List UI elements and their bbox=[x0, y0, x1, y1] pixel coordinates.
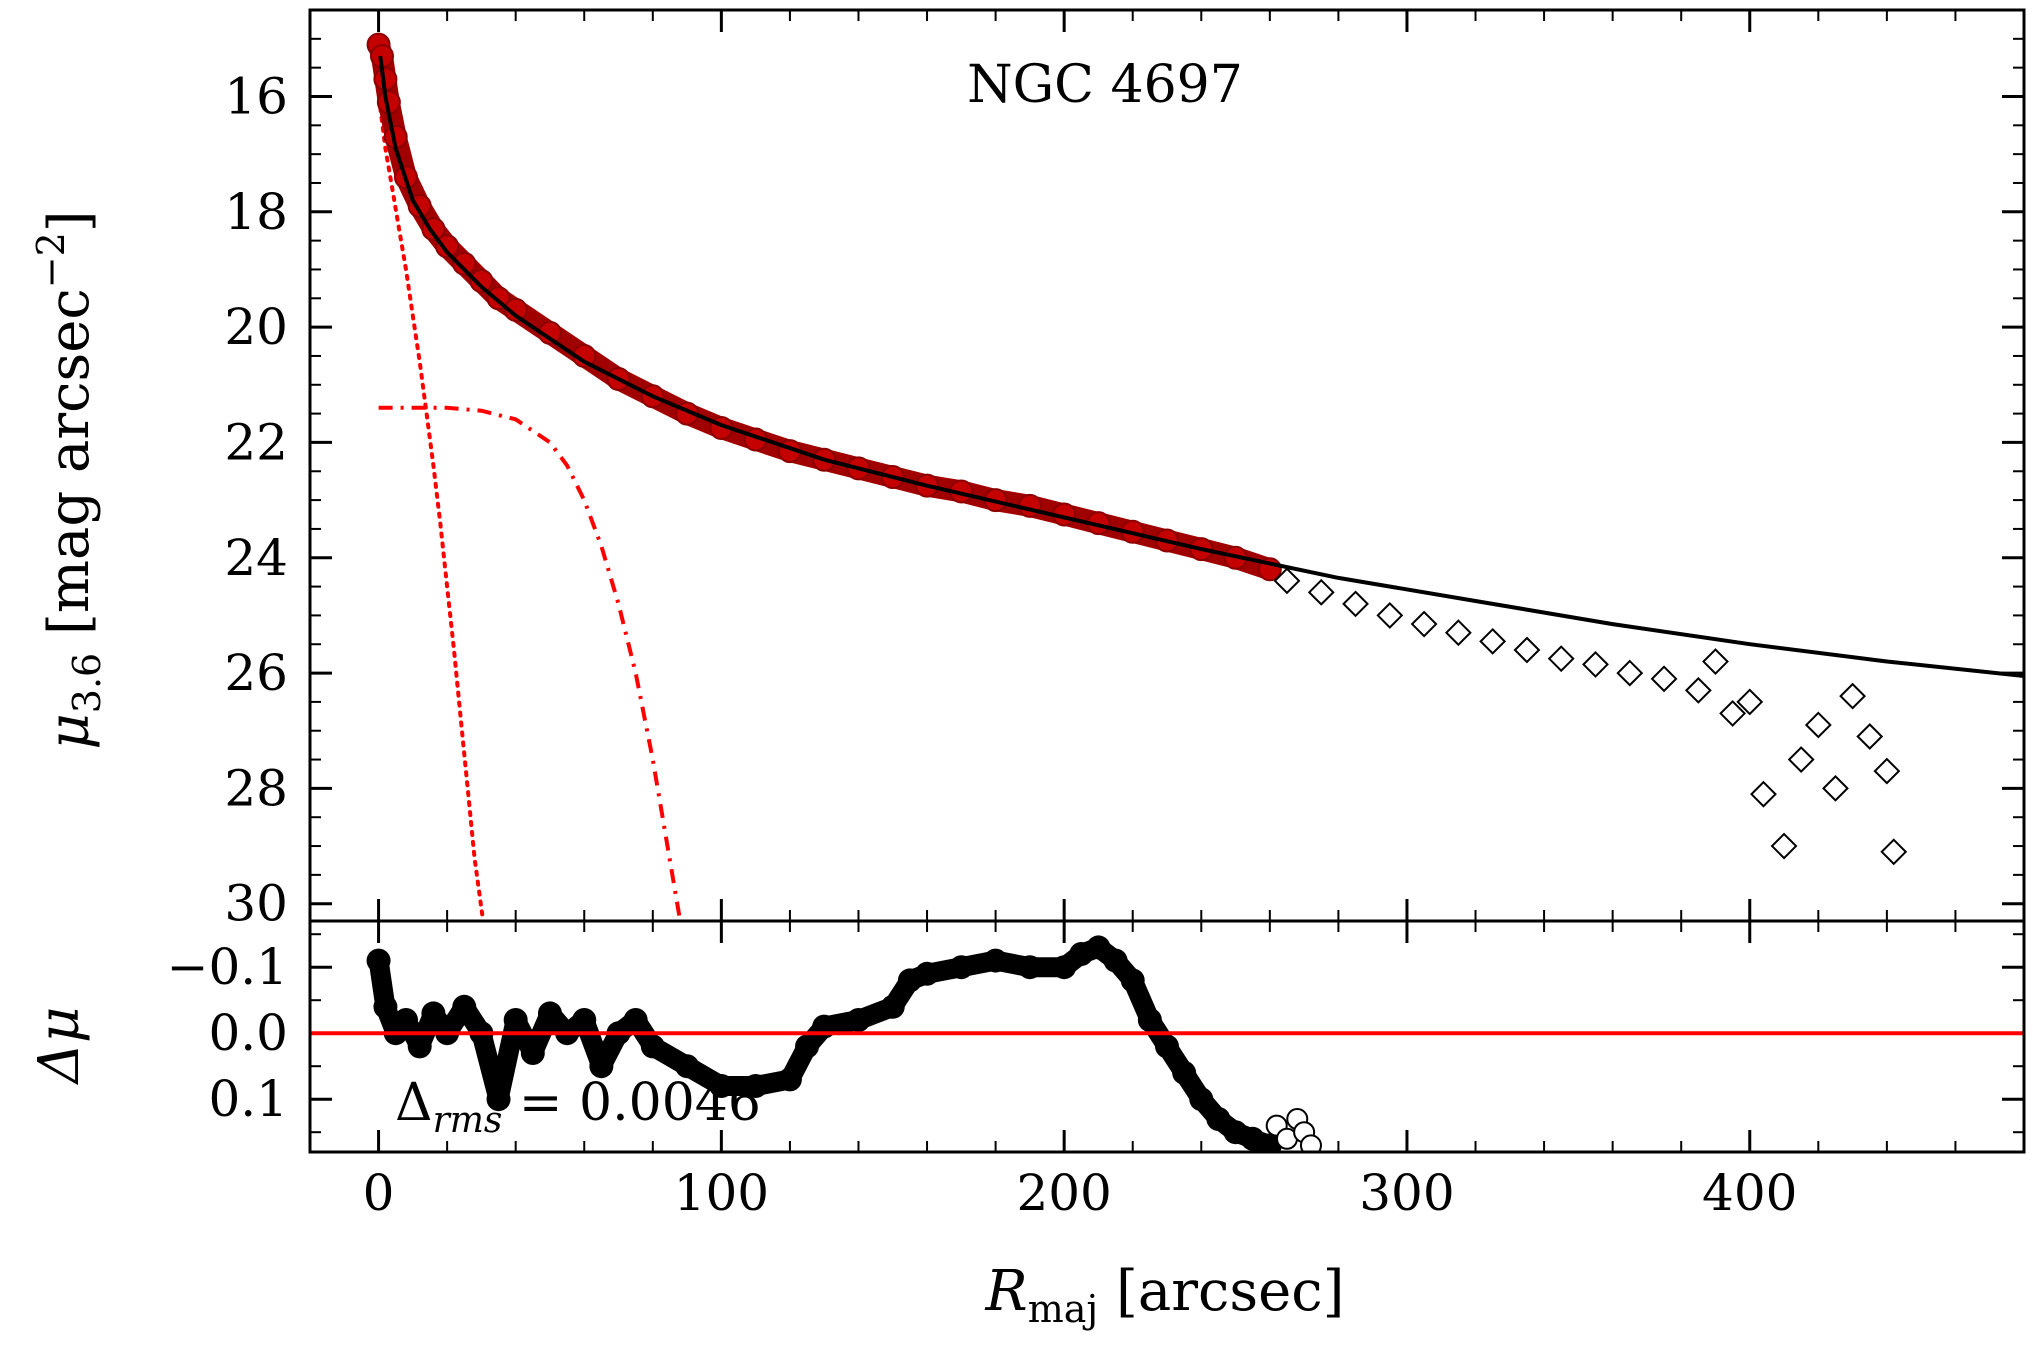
residual-point bbox=[1018, 955, 1042, 979]
excluded-data-point bbox=[1686, 678, 1710, 702]
excluded-data-point bbox=[1806, 713, 1830, 737]
excluded-data-point bbox=[1618, 661, 1642, 685]
excluded-data-point bbox=[1882, 840, 1906, 864]
rms-annotation: Δrms = 0.0046 bbox=[395, 1073, 761, 1141]
residual-point bbox=[949, 955, 973, 979]
residual-point bbox=[1104, 949, 1128, 973]
rms-subscript: rms bbox=[433, 1100, 503, 1141]
y-axis-units: [mag arcsec bbox=[37, 288, 102, 653]
figure: 16 18 20 22 24 26 28 30 NGC 4697 μ3.6 [mag arcs… bbox=[0, 0, 2033, 1346]
excluded-data-point bbox=[1378, 603, 1402, 627]
y-axis-subscript: 3.6 bbox=[65, 653, 109, 713]
x-axis-subscript: maj bbox=[1028, 1287, 1098, 1331]
residual-point bbox=[1172, 1061, 1196, 1085]
excluded-data-point bbox=[1772, 834, 1796, 858]
residual-point bbox=[795, 1034, 819, 1058]
excluded-data-point bbox=[1584, 652, 1608, 676]
x-axis-units: [arcsec] bbox=[1098, 1259, 1344, 1324]
xtick-label: 200 bbox=[1016, 1164, 1111, 1222]
residual-ytick-labels: −0.1 0.0 0.1 bbox=[167, 938, 288, 1128]
profile-ytick-label: 22 bbox=[224, 413, 288, 471]
excluded-data-point bbox=[1549, 647, 1573, 671]
x-tick-labels: 0 100 200 300 400 bbox=[363, 1164, 1798, 1222]
excluded-data-point bbox=[1515, 638, 1539, 662]
residual-point bbox=[373, 995, 397, 1019]
residual-point bbox=[394, 1008, 418, 1032]
profile-ytick-label: 24 bbox=[224, 529, 288, 587]
profile-model-line bbox=[380, 56, 2024, 676]
xtick-label: 0 bbox=[363, 1164, 395, 1222]
residual-point bbox=[846, 1008, 870, 1032]
residual-point bbox=[915, 962, 939, 986]
profile-ytick-label: 26 bbox=[224, 644, 288, 702]
profile-ytick-label: 20 bbox=[224, 298, 288, 356]
residual-point bbox=[1155, 1034, 1179, 1058]
rms-symbol: Δ bbox=[395, 1073, 433, 1133]
profile-points bbox=[368, 34, 1906, 864]
profile-ytick-label: 16 bbox=[224, 67, 288, 125]
excluded-data-point bbox=[1875, 759, 1899, 783]
y-axis-symbol: μ bbox=[37, 713, 102, 749]
residual-point bbox=[367, 949, 391, 973]
residual-point bbox=[572, 1008, 596, 1032]
profile-ytick-label: 30 bbox=[224, 875, 288, 933]
excluded-data-point bbox=[1823, 776, 1847, 800]
excluded-data-point bbox=[1789, 748, 1813, 772]
y-axis-title: μ3.6 [mag arcsec−2] bbox=[29, 210, 109, 749]
profile-ytick-labels: 16 18 20 22 24 26 28 30 bbox=[224, 67, 288, 932]
residual-point bbox=[408, 1034, 432, 1058]
residual-point bbox=[504, 1008, 528, 1032]
residual-point bbox=[1121, 968, 1145, 992]
excluded-data-point bbox=[1652, 667, 1676, 691]
y-axis-close: ] bbox=[37, 210, 102, 232]
residual-point bbox=[421, 1001, 445, 1025]
residual-point bbox=[881, 995, 905, 1019]
xtick-label: 300 bbox=[1359, 1164, 1454, 1222]
residual-y-axis-title: Δμ bbox=[27, 1007, 92, 1086]
profile-ytick-label: 18 bbox=[224, 183, 288, 241]
y-axis-exponent: −2 bbox=[29, 232, 73, 288]
excluded-data-point bbox=[1481, 629, 1505, 653]
residual-point bbox=[452, 995, 476, 1019]
xtick-label: 400 bbox=[1702, 1164, 1797, 1222]
x-axis-title: Rmaj [arcsec] bbox=[985, 1259, 1345, 1331]
residual-point bbox=[538, 1001, 562, 1025]
residual-ytick-label: 0.0 bbox=[208, 1004, 288, 1062]
residual-ytick-label: 0.1 bbox=[208, 1070, 288, 1128]
profile-panel: 16 18 20 22 24 26 28 30 NGC 4697 μ3.6 [mag arcs… bbox=[29, 10, 2024, 933]
residual-point bbox=[521, 1041, 545, 1065]
excluded-data-point bbox=[1703, 650, 1727, 674]
profile-ytick-label: 28 bbox=[224, 759, 288, 817]
x-axis-symbol: R bbox=[985, 1259, 1028, 1324]
xtick-label: 100 bbox=[674, 1164, 769, 1222]
excluded-data-point bbox=[1344, 592, 1368, 616]
excluded-data-point bbox=[1751, 782, 1775, 806]
excluded-data-point bbox=[1412, 612, 1436, 636]
plot-title: NGC 4697 bbox=[967, 55, 1243, 115]
total-model-line bbox=[380, 56, 2024, 676]
residual-ytick-label: −0.1 bbox=[167, 938, 288, 996]
residual-point bbox=[1189, 1087, 1213, 1111]
excluded-data-point bbox=[1309, 580, 1333, 604]
residual-point bbox=[624, 1008, 648, 1032]
residual-point bbox=[984, 949, 1008, 973]
residual-point bbox=[1138, 1008, 1162, 1032]
excluded-data-point bbox=[1841, 684, 1865, 708]
rms-value: = 0.0046 bbox=[502, 1073, 761, 1133]
outer-component-line bbox=[379, 408, 681, 921]
residual-point bbox=[778, 1067, 802, 1091]
residual-panel: −0.1 0.0 0.1 0 100 200 300 400 Δrms = 0.0046 Δ… bbox=[27, 921, 2024, 1331]
residual-point bbox=[641, 1034, 665, 1058]
excluded-data-point bbox=[1446, 621, 1470, 645]
excluded-data-point bbox=[1858, 724, 1882, 748]
